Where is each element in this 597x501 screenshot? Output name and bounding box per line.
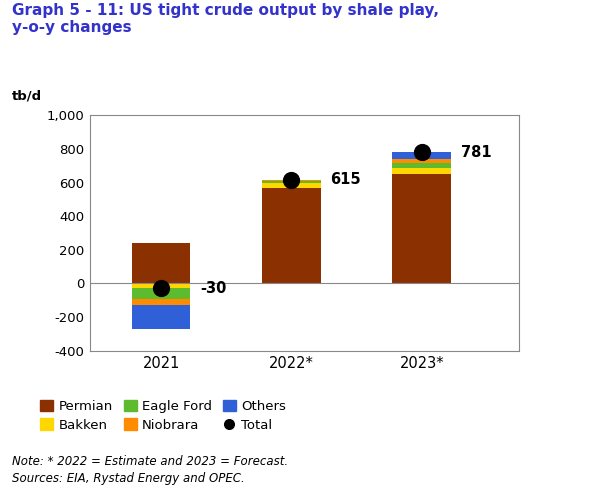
Bar <box>262 180 321 181</box>
Bar <box>262 187 321 284</box>
Text: 615: 615 <box>331 172 361 187</box>
Text: tb/d: tb/d <box>12 90 42 103</box>
Text: Sources: EIA, Rystad Energy and OPEC.: Sources: EIA, Rystad Energy and OPEC. <box>12 472 245 485</box>
Point <box>156 285 166 293</box>
Bar <box>132 289 190 299</box>
Bar <box>132 284 190 289</box>
Point <box>417 148 426 156</box>
Text: 781: 781 <box>461 145 491 159</box>
Bar <box>392 163 451 168</box>
Bar <box>392 159 451 163</box>
Bar <box>392 168 451 174</box>
Bar <box>132 299 190 305</box>
Bar <box>132 305 190 329</box>
Legend: Permian, Bakken, Eagle Ford, Niobrara, Others, Total: Permian, Bakken, Eagle Ford, Niobrara, O… <box>40 400 286 432</box>
Bar <box>392 174 451 284</box>
Bar <box>132 243 190 284</box>
Text: -30: -30 <box>200 281 227 296</box>
Bar <box>262 182 321 187</box>
Text: Note: * 2022 = Estimate and 2023 = Forecast.: Note: * 2022 = Estimate and 2023 = Forec… <box>12 455 288 468</box>
Point <box>287 176 296 184</box>
Bar <box>392 152 451 159</box>
Text: y-o-y changes: y-o-y changes <box>12 20 131 35</box>
Text: Graph 5 - 11: US tight crude output by shale play,: Graph 5 - 11: US tight crude output by s… <box>12 3 439 18</box>
Bar <box>262 181 321 182</box>
